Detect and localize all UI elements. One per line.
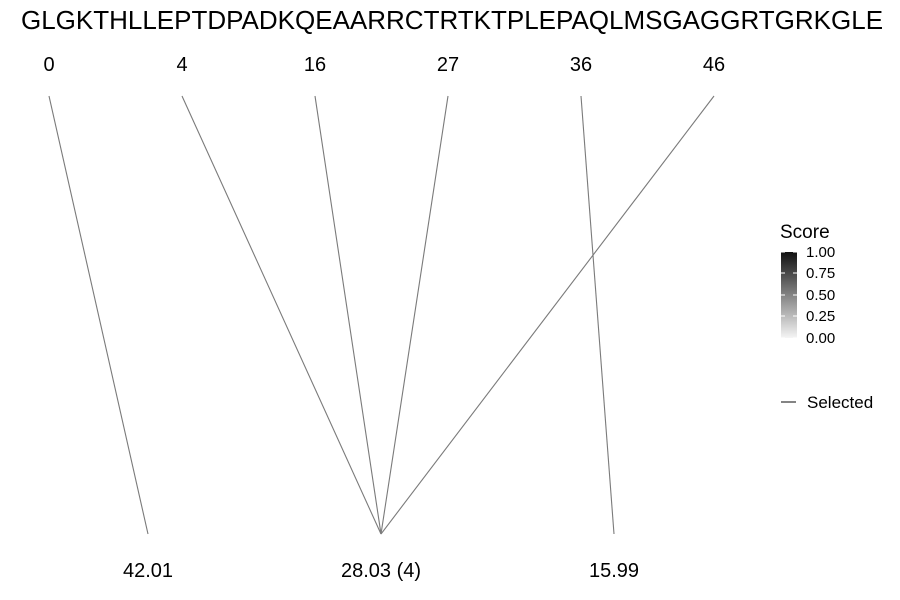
legend-title: Score	[780, 222, 830, 243]
selected-legend-label: Selected	[807, 393, 873, 412]
fragment-label: 28.03 (4)	[341, 560, 421, 582]
connection-line	[580, 95, 615, 535]
connection-line	[314, 95, 382, 535]
legend-tick-label: 0.25	[806, 308, 835, 325]
legend-tick-label: 1.00	[806, 244, 835, 261]
legend-tick-label: 0.00	[806, 330, 835, 347]
score-legend: Score 1.00 0.75 0.50 0.25 0.00 Selected	[780, 222, 873, 412]
legend-tick-label: 0.50	[806, 287, 835, 304]
position-label: 0	[43, 54, 54, 76]
position-label: 27	[437, 54, 459, 76]
position-label: 46	[703, 54, 725, 76]
connection-line	[181, 95, 382, 535]
legend-tick-label: 0.75	[806, 265, 835, 282]
fragment-label: 15.99	[589, 560, 639, 582]
connection-line	[380, 95, 449, 535]
position-label: 16	[304, 54, 326, 76]
connection-line	[48, 95, 149, 535]
position-label: 36	[570, 54, 592, 76]
connection-lines	[48, 95, 715, 535]
position-label: 4	[176, 54, 187, 76]
position-labels: 0 4 16 27 36 46	[43, 54, 725, 76]
fragment-label: 42.01	[123, 560, 173, 582]
fragment-labels: 42.01 28.03 (4) 15.99	[123, 560, 639, 582]
connection-line	[380, 95, 715, 535]
sequence-text: GLGKTHLLEPTDPADKQEAARRCTRTKTPLEPAQLMSGAG…	[21, 5, 883, 35]
